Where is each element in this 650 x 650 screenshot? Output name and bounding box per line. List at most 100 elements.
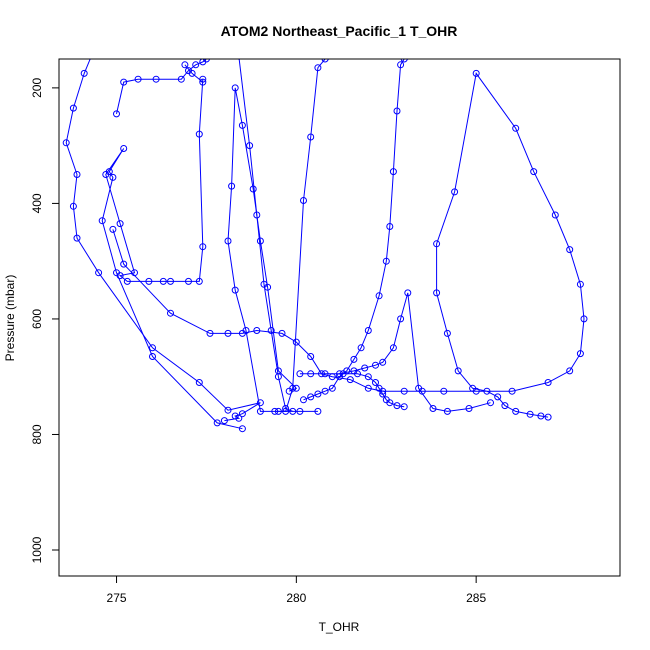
data-point xyxy=(113,110,120,118)
series-line xyxy=(227,87,318,412)
data-point xyxy=(271,407,279,415)
data-point xyxy=(95,269,103,277)
data-point xyxy=(238,425,246,433)
chart-title: ATOM2 Northeast_Pacific_1 T_OHR xyxy=(221,23,458,39)
data-point xyxy=(231,286,239,294)
data-point xyxy=(256,237,264,245)
series-line xyxy=(116,59,207,115)
data-point xyxy=(393,402,401,410)
data-point xyxy=(429,405,437,412)
data-point xyxy=(307,353,315,360)
data-point xyxy=(185,67,192,75)
data-point xyxy=(566,367,574,375)
data-point xyxy=(415,384,423,392)
data-point xyxy=(379,390,387,398)
plot-frame xyxy=(58,58,621,577)
x-axis-label: T_OHR xyxy=(319,620,360,634)
data-point xyxy=(195,379,203,386)
series-line xyxy=(101,64,243,430)
data-point xyxy=(69,202,77,210)
series-5 xyxy=(224,84,322,415)
data-point xyxy=(289,407,297,415)
y-tick-label: 200 xyxy=(30,78,44,98)
data-point xyxy=(224,329,232,337)
data-point xyxy=(354,370,361,378)
data-point xyxy=(440,387,448,395)
y-tick-label: 800 xyxy=(30,424,44,444)
series-line xyxy=(112,72,585,418)
data-point xyxy=(483,387,491,395)
data-point xyxy=(300,197,307,204)
data-point xyxy=(256,407,264,415)
data-point xyxy=(231,84,239,92)
data-point xyxy=(256,399,264,407)
data-point xyxy=(487,399,494,407)
data-point xyxy=(433,240,441,248)
series-7 xyxy=(300,59,410,404)
data-point xyxy=(289,384,297,392)
data-point xyxy=(389,344,397,352)
data-point xyxy=(386,223,394,230)
data-point xyxy=(361,364,369,372)
series-line xyxy=(299,373,405,408)
data-point xyxy=(213,419,221,427)
data-point xyxy=(386,399,394,407)
data-point xyxy=(116,220,124,228)
data-point xyxy=(134,75,142,83)
data-point xyxy=(177,75,185,83)
data-point xyxy=(566,246,574,254)
data-point xyxy=(152,75,160,83)
data-point xyxy=(300,396,307,404)
data-point xyxy=(167,277,174,285)
data-point xyxy=(120,145,128,152)
series-8 xyxy=(236,59,297,415)
data-point xyxy=(292,384,300,392)
data-point xyxy=(149,353,156,360)
data-point xyxy=(224,406,232,414)
data-point xyxy=(307,393,315,401)
data-point xyxy=(379,358,387,366)
data-point xyxy=(109,225,117,233)
data-point xyxy=(116,272,124,280)
data-point xyxy=(404,289,412,297)
data-point xyxy=(242,327,250,334)
series-line xyxy=(303,59,405,401)
data-point xyxy=(372,361,379,369)
data-point xyxy=(551,211,559,219)
series-1 xyxy=(62,59,264,425)
data-point xyxy=(512,407,520,415)
data-point xyxy=(238,410,246,418)
data-point xyxy=(400,403,408,411)
data-point xyxy=(393,107,401,115)
data-point xyxy=(307,370,315,378)
data-point xyxy=(357,344,365,352)
data-point xyxy=(267,327,275,334)
data-point xyxy=(296,370,304,378)
y-axis: 200 400 600 800 1000 xyxy=(30,78,59,563)
data-point xyxy=(400,387,408,395)
data-point xyxy=(375,384,383,392)
data-point xyxy=(397,315,405,323)
series-3 xyxy=(113,59,210,118)
data-point xyxy=(199,78,207,86)
y-axis-label: Pressure (mbar) xyxy=(3,275,17,362)
data-point xyxy=(389,168,397,176)
series-10 xyxy=(296,370,408,411)
data-point xyxy=(339,370,347,378)
data-point xyxy=(231,412,239,420)
data-point xyxy=(206,329,214,337)
data-point xyxy=(580,315,588,323)
data-point xyxy=(73,171,81,178)
series-line xyxy=(274,59,326,412)
y-tick-label: 400 xyxy=(30,193,44,213)
data-point xyxy=(224,237,232,245)
data-point xyxy=(469,384,477,392)
data-point xyxy=(98,217,106,225)
data-point xyxy=(199,243,207,251)
data-point xyxy=(220,417,228,425)
data-point xyxy=(451,188,459,196)
data-point xyxy=(296,407,304,415)
data-point xyxy=(246,142,254,150)
data-point xyxy=(253,327,261,334)
